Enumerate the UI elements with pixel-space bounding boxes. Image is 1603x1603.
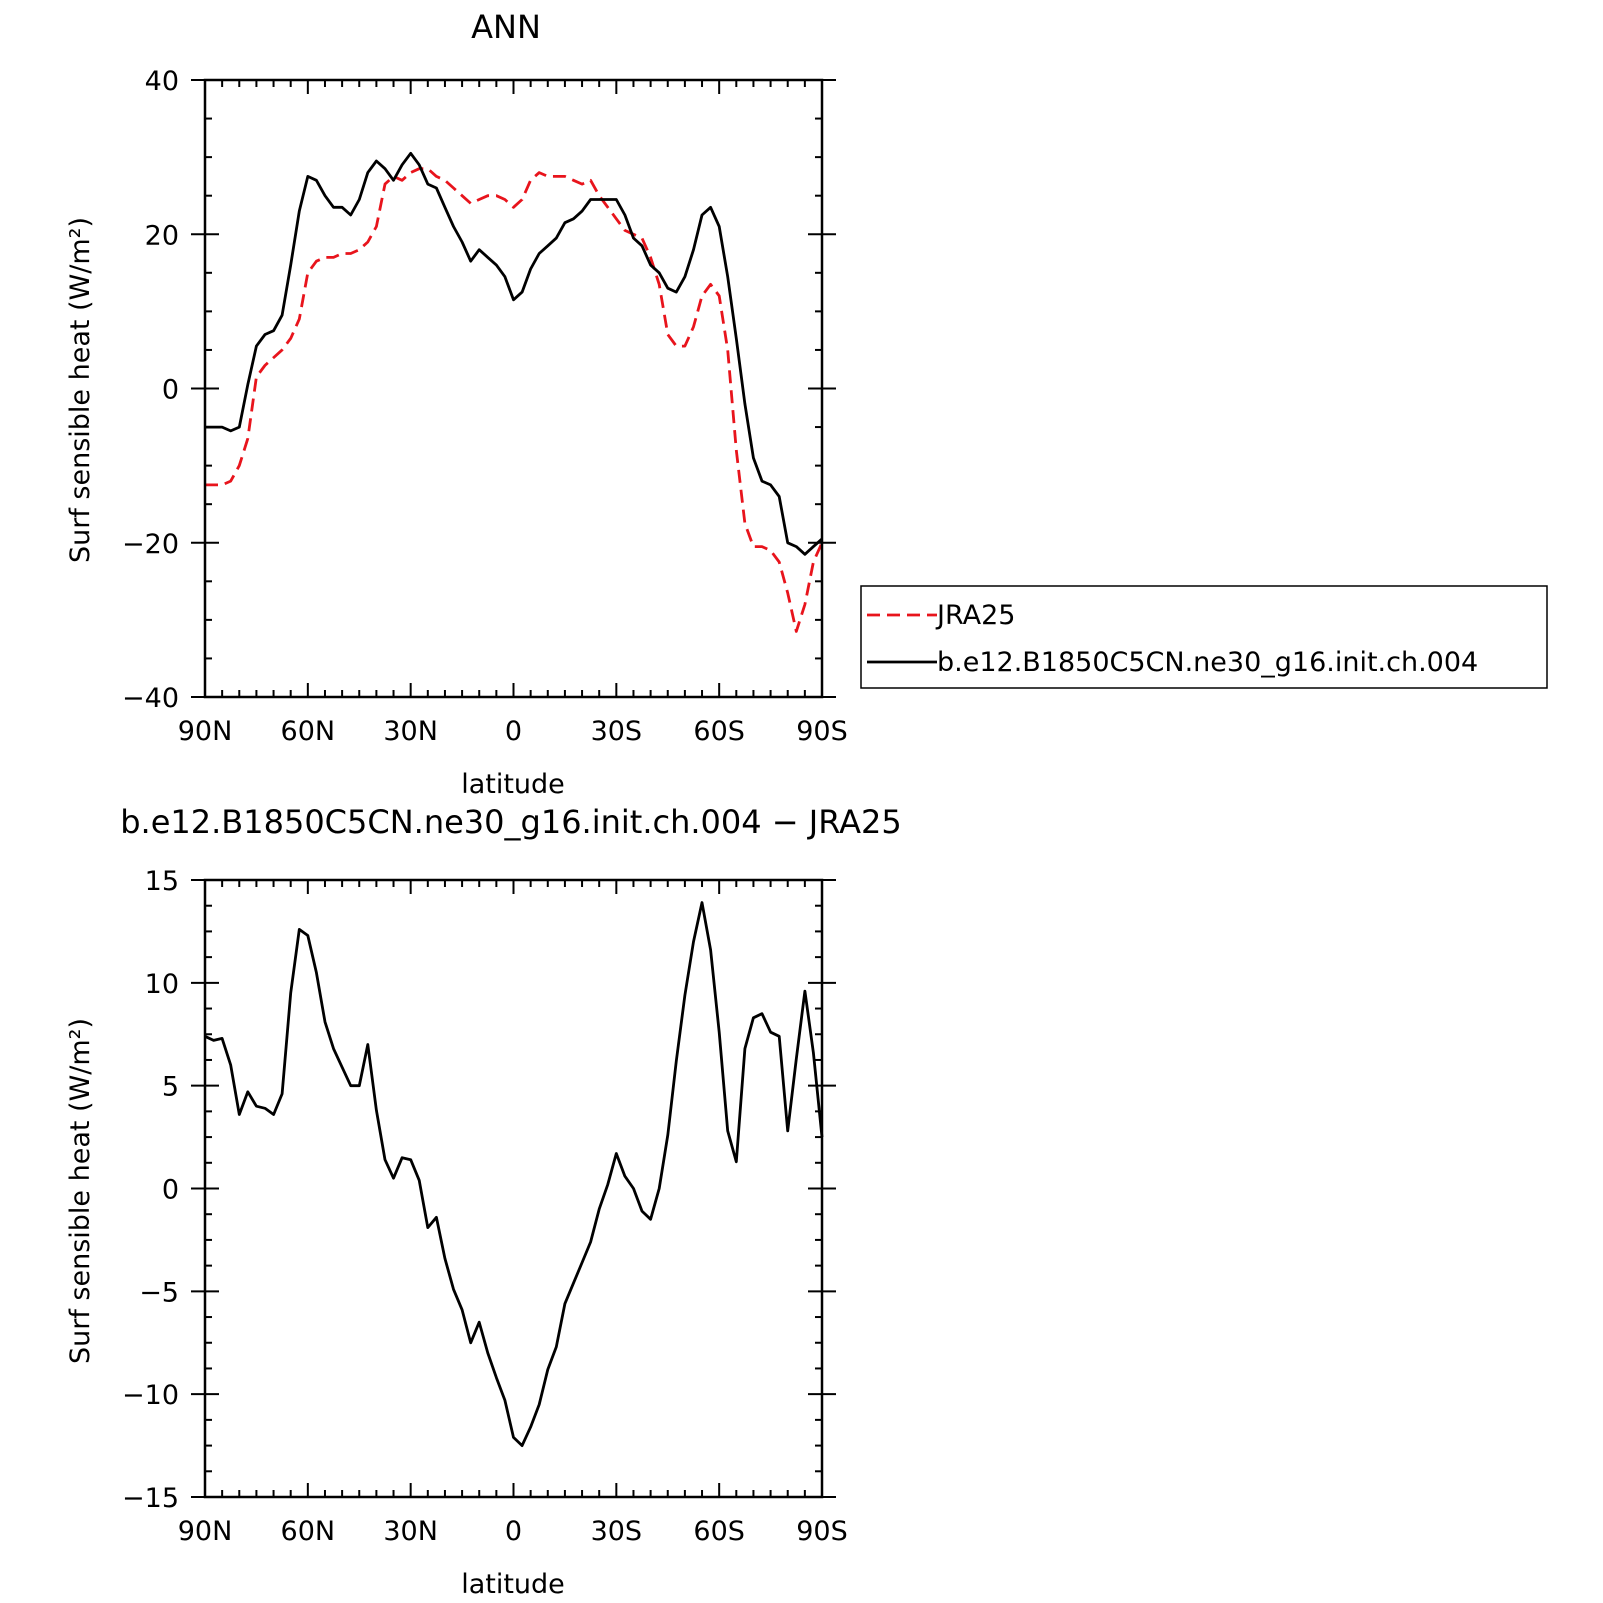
top-x-tick-label: 90N xyxy=(178,716,233,747)
bottom-x-tick-label: 60S xyxy=(693,1516,745,1547)
top-plot-frame xyxy=(203,78,824,699)
top-x-tick-label: 30S xyxy=(591,716,643,747)
top-panel-title: ANN xyxy=(471,8,541,46)
top-x-tick-label: 30N xyxy=(383,716,438,747)
legend: JRA25 b.e12.B1850C5CN.ne30_g16.init.ch.0… xyxy=(860,585,1548,689)
bottom-panel: b.e12.B1850C5CN.ne30_g16.init.ch.004 − J… xyxy=(65,803,902,1600)
top-y-tick-label: −40 xyxy=(122,683,179,714)
legend-box xyxy=(860,585,1548,689)
top-y-tick-label: 0 xyxy=(162,375,179,406)
top-x-tick-label: 60S xyxy=(693,716,745,747)
bottom-x-tick-label: 30N xyxy=(383,1516,438,1547)
bottom-y-tick-label: −10 xyxy=(122,1380,179,1411)
bottom-y-tick-label: 0 xyxy=(162,1175,179,1206)
top-panel: ANN 90N 60N 30N 0 30S 60S 90S −40 −20 0 20 40 latit… xyxy=(65,8,1548,800)
top-series-line-0 xyxy=(205,167,824,633)
top-y-tick-label: −20 xyxy=(122,529,179,560)
top-y-axis-label: Surf sensible heat (W/m²) xyxy=(65,217,96,563)
top-series-line-1 xyxy=(205,151,823,556)
bottom-x-axis-label: latitude xyxy=(461,1569,565,1600)
bottom-x-tick-label: 60N xyxy=(281,1516,336,1547)
bottom-x-tick-label: 0 xyxy=(505,1516,522,1547)
legend-label-model: b.e12.B1850C5CN.ne30_g16.init.ch.004 xyxy=(937,647,1478,678)
bottom-y-tick-label: −5 xyxy=(139,1277,179,1308)
bottom-x-tick-label: 90S xyxy=(796,1516,848,1547)
top-y-tick-label: 40 xyxy=(145,66,179,97)
bottom-x-tick-label: 90N xyxy=(178,1516,233,1547)
bottom-y-axis-label: Surf sensible heat (W/m²) xyxy=(65,1018,96,1364)
bottom-series-line-0 xyxy=(204,901,824,1447)
top-x-tick-label: 60N xyxy=(281,716,336,747)
bottom-plot-frame xyxy=(203,878,824,1499)
bottom-y-tick-label: 10 xyxy=(145,969,179,1000)
bottom-x-tick-label: 30S xyxy=(591,1516,643,1547)
legend-label-jra25: JRA25 xyxy=(935,600,1015,631)
top-x-tick-label: 0 xyxy=(505,716,522,747)
bottom-panel-title: b.e12.B1850C5CN.ne30_g16.init.ch.004 − J… xyxy=(120,803,902,841)
bottom-y-tick-label: −15 xyxy=(122,1483,179,1514)
top-x-axis-label: latitude xyxy=(461,769,565,800)
bottom-plot-area: 90N 60N 30N 0 30S 60S 90S −15 −10 −5 0 5 10 15 xyxy=(122,866,848,1547)
bottom-y-tick-label: 5 xyxy=(162,1072,179,1103)
top-y-tick-label: 20 xyxy=(145,220,179,251)
top-x-tick-label: 90S xyxy=(796,716,848,747)
bottom-y-tick-label: 15 xyxy=(145,866,179,897)
top-plot-area: 90N 60N 30N 0 30S 60S 90S −40 −20 0 20 40 xyxy=(122,66,848,747)
